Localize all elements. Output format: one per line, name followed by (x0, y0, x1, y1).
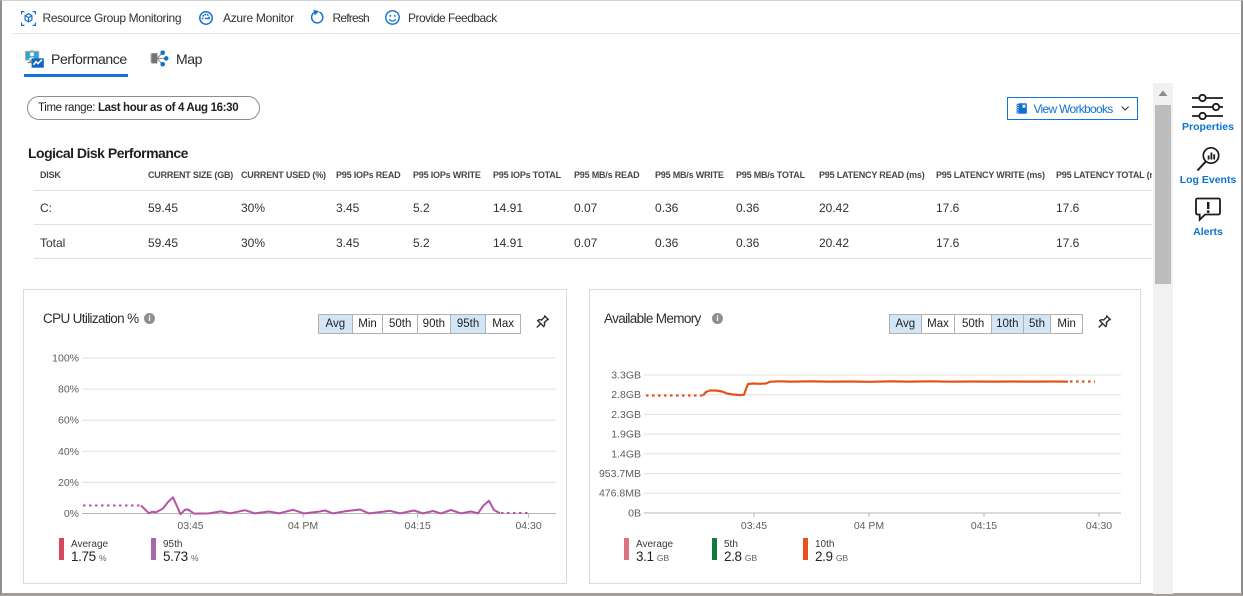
svg-text:953.7MB: 953.7MB (599, 468, 641, 480)
svg-text:3.3GB: 3.3GB (611, 370, 641, 382)
svg-text:100%: 100% (52, 353, 79, 365)
svg-text:04 PM: 04 PM (854, 520, 884, 532)
svg-text:04:30: 04:30 (1086, 520, 1112, 532)
svg-text:20%: 20% (58, 477, 79, 489)
svg-text:04:30: 04:30 (515, 520, 541, 532)
svg-text:04:15: 04:15 (971, 520, 997, 532)
svg-text:60%: 60% (58, 415, 79, 427)
svg-text:03:45: 03:45 (741, 520, 767, 532)
svg-text:2.8GB: 2.8GB (611, 389, 641, 401)
svg-text:03:45: 03:45 (177, 520, 203, 532)
svg-text:40%: 40% (58, 446, 79, 458)
svg-text:1.9GB: 1.9GB (611, 429, 641, 441)
svg-text:2.3GB: 2.3GB (611, 409, 641, 421)
svg-text:0%: 0% (64, 508, 79, 520)
svg-text:04:15: 04:15 (405, 520, 431, 532)
svg-text:0B: 0B (628, 508, 641, 520)
svg-text:04 PM: 04 PM (288, 520, 318, 532)
svg-text:1.4GB: 1.4GB (611, 448, 641, 460)
svg-text:80%: 80% (58, 384, 79, 396)
svg-text:476.8MB: 476.8MB (599, 488, 641, 500)
